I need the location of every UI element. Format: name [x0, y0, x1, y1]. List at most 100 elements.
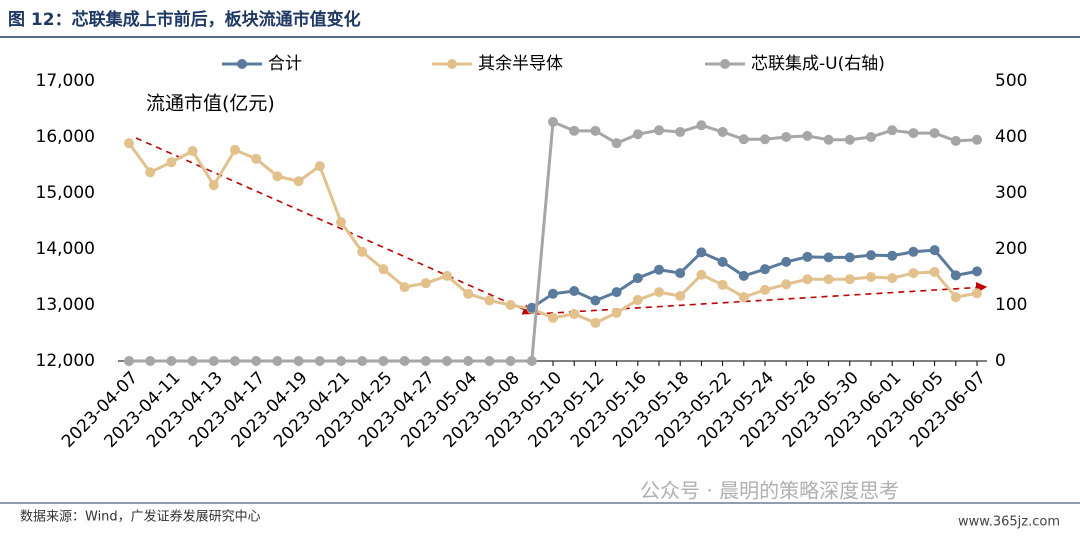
point	[463, 356, 474, 366]
point	[738, 292, 749, 303]
point	[887, 250, 898, 261]
point	[738, 134, 749, 145]
point	[972, 266, 982, 277]
point	[463, 288, 474, 299]
point	[950, 135, 961, 146]
point	[632, 294, 643, 305]
legend-label: 其余半导体	[478, 54, 563, 74]
point	[611, 138, 622, 149]
point	[908, 128, 919, 139]
y2-tick-label: 0	[995, 351, 1006, 371]
point	[696, 247, 707, 258]
annotation: 流通市值(亿元)	[146, 93, 275, 115]
point	[908, 268, 919, 279]
point	[548, 288, 558, 299]
point	[399, 282, 410, 293]
point	[272, 171, 283, 182]
point	[272, 356, 283, 366]
trend-arrow	[535, 281, 988, 315]
point	[420, 356, 431, 366]
point	[124, 356, 134, 366]
point	[866, 272, 876, 282]
point	[208, 356, 219, 366]
y2-tick-label: 300	[995, 183, 1027, 203]
series-line	[530, 248, 978, 310]
y2-tick-label: 100	[995, 295, 1027, 315]
point	[696, 269, 707, 280]
point	[781, 256, 792, 267]
point	[844, 134, 855, 145]
point	[187, 146, 198, 156]
point	[420, 278, 431, 289]
source: 数据来源：Wind，广发证券发展研究中心	[20, 509, 261, 525]
point	[823, 134, 834, 145]
point	[569, 308, 580, 319]
point	[929, 245, 940, 256]
point	[717, 126, 728, 137]
point	[484, 295, 495, 306]
legend-marker	[237, 59, 247, 69]
point	[166, 157, 177, 168]
y-tick-label: 16,000	[36, 127, 95, 147]
point	[314, 356, 325, 366]
point	[590, 317, 601, 328]
watermark: 公众号 · 晨明的策略深度思考	[640, 479, 899, 503]
point	[844, 252, 855, 263]
point	[654, 264, 664, 275]
point	[950, 292, 961, 303]
point	[781, 132, 792, 142]
point	[675, 268, 686, 279]
point	[526, 356, 537, 366]
point	[230, 144, 240, 155]
trend-arrow	[135, 137, 535, 315]
point	[738, 270, 749, 281]
point	[908, 246, 919, 257]
y-tick-label: 17,000	[36, 71, 95, 91]
point	[760, 284, 770, 295]
point	[802, 130, 813, 141]
site-mark: www.365jz.com	[958, 515, 1060, 530]
point	[611, 287, 622, 298]
point	[569, 125, 580, 136]
point	[590, 125, 601, 136]
y-tick-label: 14,000	[36, 239, 95, 259]
point	[208, 180, 219, 191]
point	[972, 288, 982, 299]
point	[230, 356, 240, 366]
point	[611, 307, 622, 318]
point	[696, 120, 707, 131]
point	[569, 286, 580, 296]
point	[336, 356, 346, 366]
point	[866, 132, 876, 142]
point	[632, 273, 643, 284]
point	[505, 356, 516, 366]
point	[336, 217, 346, 228]
point	[399, 356, 410, 366]
point	[145, 167, 156, 178]
point	[675, 126, 686, 137]
y-tick-label: 15,000	[36, 183, 95, 203]
point	[442, 356, 452, 366]
point	[293, 356, 304, 366]
point	[314, 161, 325, 172]
point	[950, 270, 961, 281]
legend-marker	[720, 59, 730, 69]
point	[844, 274, 855, 285]
point	[717, 256, 728, 267]
point	[654, 287, 664, 298]
y2-tick-label: 200	[995, 239, 1027, 259]
point	[251, 356, 262, 366]
point	[823, 252, 834, 263]
y-tick-label: 12,000	[36, 351, 95, 371]
point	[357, 356, 368, 366]
point	[378, 264, 389, 275]
point	[548, 312, 558, 323]
point	[802, 251, 813, 262]
legend-label: 合计	[268, 54, 302, 74]
point	[866, 250, 876, 261]
point	[929, 266, 940, 277]
point	[802, 274, 813, 285]
y-tick-label: 13,000	[36, 295, 95, 315]
point	[442, 270, 452, 281]
point	[675, 291, 686, 302]
